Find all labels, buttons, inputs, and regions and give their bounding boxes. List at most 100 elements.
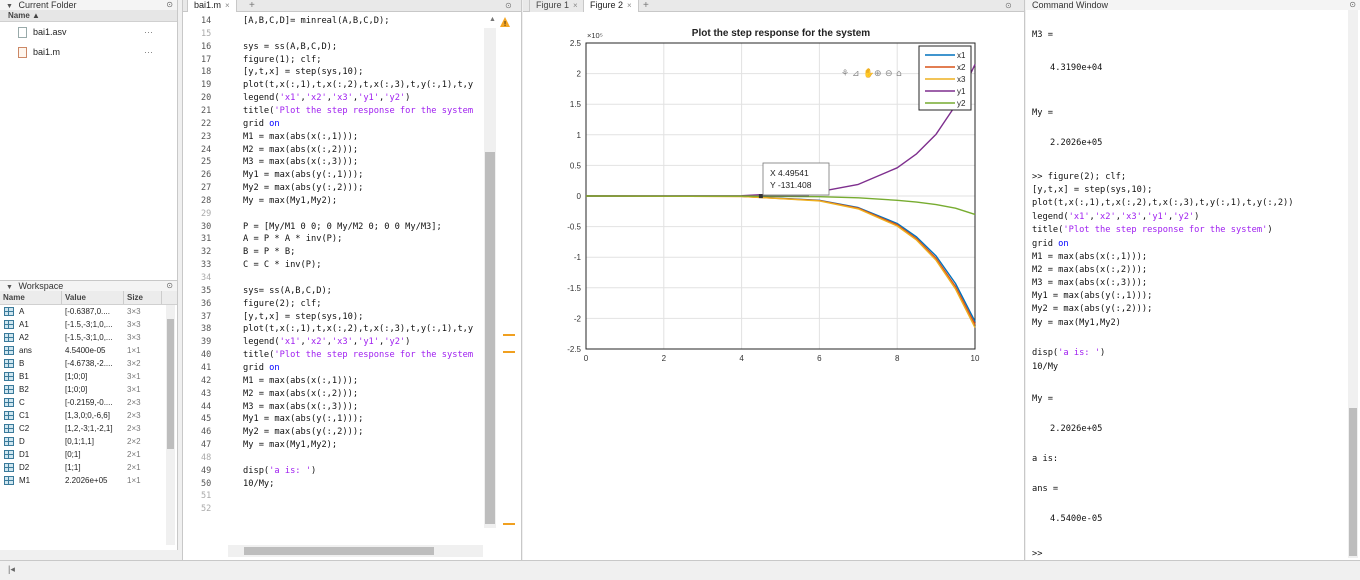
workspace-variable-row[interactable]: A1 [-1.5,-3;1,0,... 3×3 (0, 318, 177, 331)
new-tab-plus-icon[interactable]: + (249, 0, 255, 11)
panel-options-icon[interactable]: ⊙ (505, 1, 512, 10)
workspace-variable-row[interactable]: C1 [1,3,0;0,-6,6] 2×3 (0, 409, 177, 422)
code-line[interactable]: C = C * inv(P); (243, 260, 322, 271)
workspace-variable-row[interactable]: B1 [1;0;0] 3×1 (0, 370, 177, 383)
code-line[interactable]: B = P * B; (243, 247, 296, 258)
code-line[interactable]: M3 = max(abs(x(:,3))); (243, 401, 359, 412)
code-line[interactable]: plot(t,x(:,1),t,x(:,2),t,x(:,3),t,y(:,1)… (243, 80, 474, 91)
command-window-panel[interactable]: Command Window ⊙ M3 = 4.3190e+04 My = 2.202… (1026, 0, 1360, 560)
code-line[interactable]: My2 = max(abs(y(:,2))); (243, 183, 364, 194)
file-options[interactable]: ··· (144, 27, 153, 37)
series-line-x3[interactable] (585, 195, 976, 328)
workspace-scrollbar[interactable] (166, 305, 175, 545)
code-line[interactable]: [y,t,x] = step(sys,10); (243, 311, 364, 322)
code-line[interactable]: figure(1); clf; (243, 54, 322, 65)
workspace-scroll-thumb[interactable] (167, 319, 174, 449)
code-line[interactable]: M2 = max(abs(x(:,2))); (243, 144, 359, 155)
brush-icon[interactable]: ⚘ (841, 69, 849, 79)
code-line[interactable]: M1 = max(abs(x(:,1))); (243, 131, 359, 142)
close-icon[interactable]: × (573, 1, 578, 10)
code-line[interactable]: My2 = max(abs(y(:,2))); (243, 427, 364, 438)
code-line[interactable]: [A,B,C,D]= minreal(A,B,C,D); (243, 16, 390, 26)
code-line[interactable]: grid on (243, 362, 280, 373)
scroll-up-arrow-icon[interactable]: ▲ (489, 16, 496, 23)
column-header-name[interactable]: Name (0, 291, 62, 304)
pan-icon[interactable]: ✋ (863, 67, 874, 79)
code-line[interactable]: figure(2); clf; (243, 298, 322, 309)
code-line[interactable]: legend('x1','x2','x3','y1','y2') (243, 337, 411, 348)
code-line[interactable]: M2 = max(abs(x(:,2))); (243, 388, 359, 399)
collapse-triangle-icon[interactable]: ▼ (6, 3, 13, 10)
code-line[interactable]: disp('a is: ') (243, 465, 317, 476)
editor-scroll-thumb[interactable] (485, 152, 495, 524)
code-line[interactable]: plot(t,x(:,1),t,x(:,2),t,x(:,3),t,y(:,1)… (243, 324, 474, 335)
code-line[interactable]: sys = ss(A,B,C,D); (243, 41, 338, 52)
new-figure-plus-icon[interactable]: + (643, 0, 649, 11)
datatip-marker[interactable] (758, 194, 763, 199)
close-icon[interactable]: × (225, 1, 230, 10)
home-icon[interactable]: ⌂ (896, 69, 902, 79)
warning-marker[interactable] (503, 523, 515, 525)
code-line[interactable]: title('Plot the step response for the sy… (243, 105, 474, 116)
workspace-variable-row[interactable]: D1 [0;1] 2×1 (0, 448, 177, 461)
code-line[interactable]: My = max(My1,My2); (243, 440, 338, 451)
code-line[interactable]: legend('x1','x2','x3','y1','y2') (243, 93, 411, 104)
collapse-triangle-icon[interactable]: ▼ (6, 284, 13, 291)
datatip-box[interactable] (762, 162, 830, 196)
file-options[interactable]: ··· (144, 47, 153, 57)
workspace-variable-row[interactable]: C2 [1,2,-3;1,-2,1] 2×3 (0, 422, 177, 435)
editor-hscroll[interactable] (228, 545, 483, 557)
status-arrows-icon[interactable]: |◂ (8, 564, 15, 574)
code-line[interactable]: My1 = max(abs(y(:,1))); (243, 170, 364, 181)
code-line[interactable]: sys= ss(A,B,C,D); (243, 285, 332, 296)
file-name: bai1.m (33, 47, 61, 57)
column-header-value[interactable]: Value (62, 291, 124, 304)
warning-icon[interactable]: ! (499, 16, 511, 28)
code-line[interactable]: My1 = max(abs(y(:,1))); (243, 414, 364, 425)
code-line[interactable]: [y,t,x] = step(sys,10); (243, 67, 364, 78)
workspace-variable-row[interactable]: D [0,1;1,1] 2×2 (0, 435, 177, 448)
workspace-title-bar[interactable]: ▼ Workspace ⊙ (0, 281, 177, 291)
zoom-in-icon[interactable]: ⊕ (874, 69, 882, 79)
workspace-variable-row[interactable]: B2 [1;0;0] 3×1 (0, 383, 177, 396)
command-scroll-thumb[interactable] (1349, 408, 1357, 556)
workspace-variable-row[interactable]: B [-4.6738,-2.... 3×2 (0, 357, 177, 370)
chart-legend[interactable] (918, 45, 972, 111)
panel-options-icon[interactable]: ⊙ (1005, 1, 1012, 10)
column-header-name[interactable]: Name ▲ (0, 10, 177, 22)
panel-options-icon[interactable]: ⊙ (1349, 0, 1356, 9)
panel-options-icon[interactable]: ⊙ (166, 281, 173, 290)
warning-marker[interactable] (503, 334, 515, 336)
workspace-variable-row[interactable]: D2 [1;1] 2×1 (0, 461, 177, 474)
code-line[interactable]: My = max(My1,My2); (243, 195, 338, 206)
workspace-variable-row[interactable]: C [-0.2159,-0.... 2×3 (0, 396, 177, 409)
code-line[interactable]: M3 = max(abs(x(:,3))); (243, 157, 359, 168)
panel-options-icon[interactable]: ⊙ (166, 0, 173, 9)
close-icon[interactable]: × (627, 1, 632, 10)
step-response-chart[interactable]: 0 2 4 6 8 10 2.5 2 1.5 1 0.5 0 -0.5 -1 -1.5 -2 -2.5 Plot … (523, 12, 1025, 557)
code-line[interactable]: grid on (243, 118, 280, 129)
workspace-variable-row[interactable]: M1 2.2026e+05 1×1 (0, 474, 177, 487)
datatip-icon[interactable]: ⊿ (852, 69, 860, 79)
column-header-size[interactable]: Size (124, 291, 162, 304)
workspace-variable-row[interactable]: A2 [-1.5,-3;1,0,... 3×3 (0, 331, 177, 344)
command-scrollbar[interactable] (1348, 10, 1358, 558)
workspace-variable-row[interactable]: ans 4.5400e-05 1×1 (0, 344, 177, 357)
tab-figure-2[interactable]: Figure 2 × (583, 0, 639, 12)
current-folder-title-bar[interactable]: ▼ Current Folder ⊙ (0, 0, 177, 10)
code-line[interactable]: P = [My/M1 0 0; 0 My/M2 0; 0 0 My/M3]; (243, 221, 442, 232)
warning-marker[interactable] (503, 351, 515, 353)
tab-bai1-m[interactable]: bai1.m × (187, 0, 237, 12)
code-line[interactable]: M1 = max(abs(x(:,1))); (243, 375, 359, 386)
code-line[interactable]: 10/My; (243, 478, 275, 489)
file-row[interactable]: bai1.m ··· (0, 42, 177, 62)
workspace-variable-row[interactable]: A [-0.6387,0.... 3×3 (0, 305, 177, 318)
command-window-title-bar[interactable]: Command Window ⊙ (1026, 0, 1360, 10)
editor-hscroll-thumb[interactable] (244, 547, 434, 555)
file-row[interactable]: bai1.asv ··· (0, 22, 177, 42)
code-line[interactable]: title('Plot the step response for the sy… (243, 350, 474, 361)
tab-figure-1[interactable]: Figure 1 × (529, 0, 585, 12)
editor-vscroll[interactable] (484, 28, 496, 528)
code-line[interactable]: A = P * A * inv(P); (243, 234, 343, 245)
zoom-out-icon[interactable]: ⊖ (885, 69, 893, 79)
